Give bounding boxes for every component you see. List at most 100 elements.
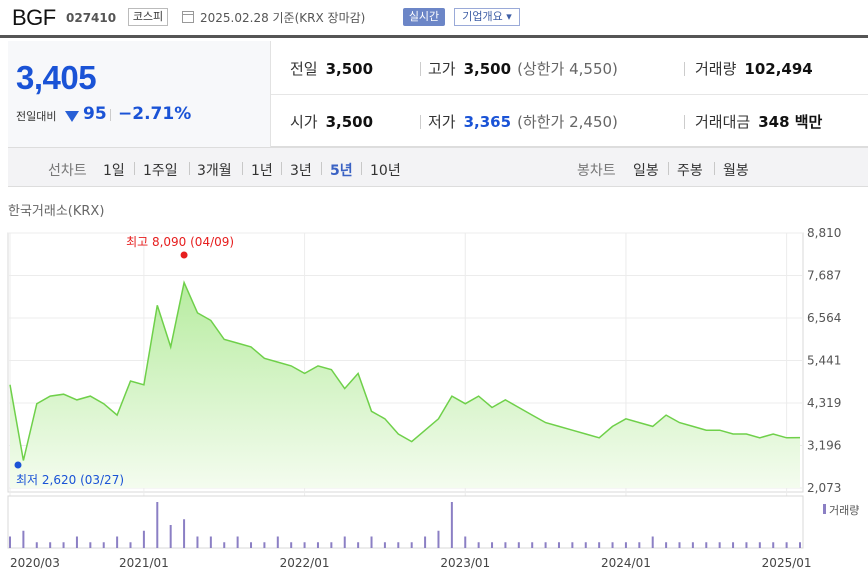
volume-bar (624, 542, 627, 548)
volume-label: 거래량 (695, 60, 737, 78)
volume-bar (383, 542, 386, 548)
volume-bar (651, 536, 654, 548)
open-value: 3,500 (325, 113, 374, 131)
candle-monthly[interactable]: 월봉 (723, 163, 749, 179)
divider (361, 162, 362, 175)
y-tick-label: 3,196 (807, 439, 841, 453)
volume-bar (785, 542, 788, 548)
volume-bar (517, 542, 520, 548)
volume-bar (611, 542, 614, 548)
quote-date: 2025.02.28 기준(KRX 장마감) (200, 11, 366, 25)
volume-bar (584, 542, 587, 548)
high-price: 고가 3,500 (상한가 4,550) (428, 58, 618, 79)
period-3m[interactable]: 3개월 (197, 163, 232, 179)
volume-value: 102,494 (744, 60, 813, 78)
period-1y[interactable]: 1년 (251, 163, 273, 179)
market-badge: 코스피 (128, 8, 168, 26)
line-chart-label: 선차트 (48, 163, 87, 179)
volume-bar (142, 530, 145, 548)
down-triangle-icon (65, 111, 79, 122)
divider (420, 62, 421, 76)
volume-bar (424, 536, 427, 548)
volume-bar (250, 542, 253, 548)
y-tick-label: 5,441 (807, 354, 841, 368)
volume-bar (665, 542, 668, 548)
volume-bar (343, 536, 346, 548)
volume-bar (598, 542, 601, 548)
prev-close-label: 전일 (290, 60, 318, 78)
volume-bar (209, 536, 212, 548)
volume-bar (223, 542, 226, 548)
prev-close-value: 3,500 (325, 60, 374, 78)
volume-legend-swatch (823, 504, 826, 514)
realtime-button[interactable]: 실시간 (403, 8, 445, 26)
volume-bar (62, 542, 65, 548)
divider (684, 115, 685, 129)
current-price: 3,405 (16, 59, 97, 96)
volume-bar (544, 542, 547, 548)
y-axis-ticks: 8,810 7,687 6,564 5,441 4,319 3,196 2,073 (807, 226, 841, 495)
volume-bar (397, 542, 400, 548)
y-tick-label: 4,319 (807, 396, 841, 410)
low-value: 3,365 (463, 113, 512, 131)
lower-limit: (하한가 2,450) (517, 113, 618, 131)
volume-bar (491, 542, 494, 548)
volume-bar (169, 525, 172, 548)
volume-bar (638, 542, 641, 548)
stock-name: BGF (12, 5, 56, 30)
low-label: 저가 (428, 113, 456, 131)
x-tick-label: 2023/01 (440, 556, 490, 570)
x-tick-label: 2021/01 (119, 556, 169, 570)
volume-bar (236, 536, 239, 548)
volume-bar (316, 542, 319, 548)
low-price: 저가 3,365 (하한가 2,450) (428, 111, 618, 132)
period-5y[interactable]: 5년 (330, 163, 353, 179)
volume-bar (678, 542, 681, 548)
x-tick-label: 2022/01 (280, 556, 330, 570)
data-source: 한국거래소(KRX) (8, 204, 105, 219)
period-1d[interactable]: 1일 (103, 163, 125, 179)
period-3y[interactable]: 3년 (290, 163, 312, 179)
y-tick-label: 6,564 (807, 311, 841, 325)
volume-bar (22, 530, 25, 548)
divider (242, 162, 243, 175)
volume: 거래량 102,494 (695, 58, 813, 79)
candle-weekly[interactable]: 주봉 (677, 163, 703, 179)
volume-bar (732, 542, 735, 548)
volume-bar (156, 502, 159, 548)
max-price-marker (180, 251, 188, 259)
y-tick-label: 7,687 (807, 269, 841, 283)
y-tick-label: 2,073 (807, 481, 841, 495)
divider (668, 162, 669, 175)
volume-bar (9, 536, 11, 548)
volume-bar (437, 530, 440, 548)
candle-daily[interactable]: 일봉 (633, 163, 659, 179)
volume-bar (745, 542, 748, 548)
volume-bar (557, 542, 560, 548)
volume-bar (772, 542, 775, 548)
divider (420, 115, 421, 129)
period-1w[interactable]: 1주일 (143, 163, 178, 179)
row-divider (271, 94, 868, 95)
volume-bar (89, 542, 92, 548)
price-change-percent: −2.71% (118, 104, 192, 124)
volume-bar (758, 542, 761, 548)
open-price: 시가 3,500 (290, 111, 373, 132)
price-panel: 3,405 전일대비 95 −2.71% 전일 3,500 고가 3,500 (상한가… (8, 41, 868, 147)
x-tick-label: 2024/01 (601, 556, 651, 570)
volume-bar (263, 542, 266, 548)
x-axis-ticks: 2020/03 2021/01 2022/01 2023/01 2024/01 2025/… (10, 556, 812, 570)
min-price-marker (14, 461, 22, 469)
stock-header: BGF 027410 코스피 2025.02.28 기준(KRX 장마감) 실시… (0, 0, 868, 38)
period-10y[interactable]: 10년 (370, 163, 401, 179)
chart-grid (8, 232, 803, 548)
company-overview-dropdown[interactable]: 기업개요 ▾ (454, 8, 520, 26)
price-line (9, 280, 801, 461)
volume-bar (799, 542, 801, 548)
volume-legend-label: 거래량 (829, 504, 859, 517)
volume-bar (477, 542, 480, 548)
divider (684, 62, 685, 76)
price-area (10, 282, 800, 488)
volume-bar (183, 519, 186, 548)
volume-bar (102, 542, 105, 548)
